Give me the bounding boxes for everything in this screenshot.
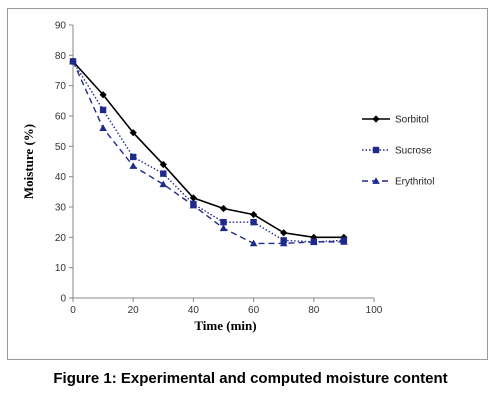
data-point-sorbitol: [280, 229, 288, 237]
x-tick-label: 0: [70, 305, 76, 316]
legend: Sorbitol Sucrose Erythritol: [362, 115, 434, 188]
y-tick-label: 0: [60, 294, 66, 305]
x-tick-label: 40: [188, 305, 200, 316]
y-tick-label: 10: [55, 263, 67, 274]
y-tick-label: 70: [55, 81, 67, 92]
data-point-sorbitol: [99, 91, 107, 99]
legend-label-sucrose: Sucrose: [395, 146, 432, 157]
data-point-sucrose: [160, 170, 167, 177]
data-point-sucrose: [250, 218, 257, 226]
legend-marker-sucrose: [372, 146, 380, 154]
x-tick-label: 20: [128, 305, 140, 316]
series-line-sorbitol: [72, 60, 344, 239]
axes: 0 10 20 30 40 50 60 70 80 90 0 20 40 60 80 100: [55, 21, 383, 317]
data-point-erythritol: [129, 162, 137, 169]
data-point-sorbitol: [219, 204, 228, 213]
legend-marker-erythritol: [372, 177, 380, 184]
data-point-sucrose: [220, 218, 227, 226]
x-tick-label: 100: [366, 305, 383, 316]
series-line-erythritol: [72, 61, 344, 245]
moisture-line-chart: 0 10 20 30 40 50 60 70 80 90 0 20 40 60 80 100 Sorbitol…: [21, 21, 434, 334]
data-point-sorbitol: [189, 194, 197, 202]
data-point-sorbitol: [250, 210, 258, 219]
y-tick-label: 80: [55, 51, 67, 62]
legend-marker-sorbitol: [372, 115, 380, 123]
y-tick-label: 30: [55, 203, 67, 214]
data-point-sucrose: [99, 106, 107, 114]
y-tick-label: 60: [55, 112, 67, 123]
figure-caption: Figure 1: Experimental and computed mois…: [53, 370, 448, 387]
y-tick-label: 40: [55, 172, 67, 183]
legend-label-sorbitol: Sorbitol: [395, 115, 429, 126]
data-point-erythritol: [159, 180, 168, 188]
y-axis-title: Moisture (%): [21, 124, 36, 199]
data-point-erythritol: [69, 57, 77, 65]
legend-label-erythritol: Erythritol: [395, 177, 434, 188]
data-point-sorbitol: [159, 160, 167, 169]
x-tick-label: 60: [248, 305, 260, 316]
figure-frame: 0 10 20 30 40 50 60 70 80 90 0 20 40 60 80 100 Sorbitol…: [7, 8, 488, 360]
data-point-erythritol: [340, 238, 348, 245]
series-line-sucrose: [72, 61, 344, 243]
y-tick-label: 20: [55, 233, 67, 244]
data-point-erythritol: [99, 124, 107, 131]
data-point-erythritol: [310, 238, 318, 245]
x-axis-title: Time (min): [194, 318, 256, 333]
data-point-erythritol: [249, 239, 258, 247]
data-point-sucrose: [130, 153, 137, 161]
data-point-erythritol: [189, 201, 198, 209]
x-tick-label: 80: [308, 305, 320, 316]
y-tick-label: 90: [55, 21, 67, 32]
y-tick-label: 50: [55, 142, 67, 153]
data-point-erythritol: [219, 224, 228, 232]
series-layer: [69, 57, 348, 247]
data-point-erythritol: [279, 239, 288, 247]
